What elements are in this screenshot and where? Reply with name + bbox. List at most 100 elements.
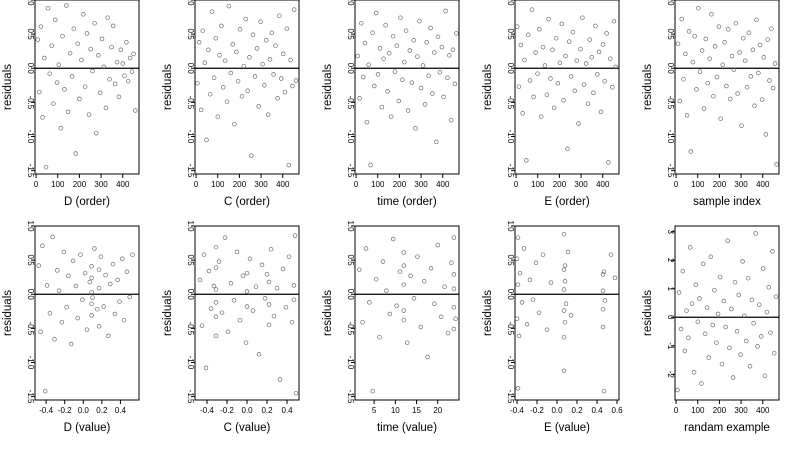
x-tick-label: 15	[412, 406, 421, 415]
x-tick-label: 0	[34, 180, 39, 189]
data-point	[105, 15, 110, 20]
data-point	[445, 330, 451, 336]
x-axis-label: time (value)	[377, 422, 437, 434]
data-point	[402, 59, 407, 65]
data-point	[359, 20, 364, 26]
x-tick-label: 100	[371, 180, 385, 189]
data-point	[738, 352, 743, 357]
data-point	[737, 50, 742, 55]
data-point	[418, 85, 424, 91]
data-point	[702, 331, 708, 337]
data-point	[581, 82, 587, 87]
data-point	[604, 31, 609, 36]
data-point	[131, 51, 136, 57]
data-point	[89, 313, 94, 318]
data-point	[82, 84, 88, 89]
y-tick-label: -1.5	[506, 164, 515, 178]
data-point	[219, 23, 224, 29]
data-point	[360, 74, 366, 80]
data-point	[542, 63, 548, 68]
data-point	[197, 277, 203, 283]
y-tick-label: 0.5	[666, 29, 675, 41]
data-point	[364, 119, 370, 125]
data-point	[401, 250, 407, 255]
data-point	[401, 317, 407, 323]
data-point	[750, 47, 756, 53]
y-tick-label: 0.0	[346, 289, 355, 301]
data-point	[551, 105, 557, 111]
data-point	[127, 294, 132, 300]
data-point	[75, 41, 80, 46]
data-point	[753, 231, 758, 236]
data-point	[751, 321, 756, 326]
x-tick-label: 0.2	[261, 406, 273, 415]
data-point	[717, 274, 723, 280]
data-point	[103, 105, 109, 111]
data-point	[540, 252, 546, 257]
data-point	[94, 130, 99, 136]
data-point	[247, 55, 252, 60]
data-point	[89, 301, 94, 307]
y-tick-label: 0.0	[26, 289, 35, 301]
data-point	[373, 10, 379, 16]
x-tick-label: 300	[734, 406, 748, 415]
data-point	[424, 40, 429, 45]
data-point	[61, 249, 67, 255]
x-tick-label: -0.2	[220, 406, 234, 415]
data-point	[401, 263, 407, 268]
data-point	[224, 99, 230, 104]
data-point	[50, 234, 55, 240]
data-point	[678, 326, 684, 332]
data-point	[78, 252, 83, 257]
y-tick-label: 1.0	[186, 220, 195, 232]
data-point	[675, 387, 680, 393]
data-point	[733, 20, 739, 26]
y-tick-label: 0	[666, 315, 675, 320]
data-point	[437, 70, 443, 75]
data-point	[274, 285, 280, 291]
data-point	[710, 322, 715, 328]
data-point	[75, 315, 80, 321]
data-point	[687, 245, 693, 250]
data-point	[268, 246, 274, 252]
x-tick-label: 400	[276, 180, 290, 189]
data-point	[758, 334, 764, 339]
data-point	[216, 259, 222, 264]
y-tick-label: 0.5	[346, 29, 355, 41]
data-point	[694, 87, 699, 92]
data-point	[570, 29, 576, 35]
data-point	[51, 101, 56, 106]
data-point	[524, 322, 530, 327]
data-point	[730, 375, 736, 380]
x-tick-label: 0.2	[571, 406, 583, 415]
data-point	[715, 311, 721, 317]
data-point	[240, 273, 246, 279]
data-point	[120, 61, 126, 66]
data-point	[94, 306, 100, 312]
data-point	[239, 93, 245, 99]
y-tick-label: 1.0	[666, 0, 675, 6]
data-point	[770, 249, 775, 254]
data-point	[277, 377, 283, 382]
data-point	[65, 109, 71, 115]
y-tick-label: 0.0	[666, 63, 675, 75]
data-point	[52, 17, 58, 23]
data-point	[452, 81, 458, 87]
data-point	[740, 259, 745, 264]
data-point	[703, 36, 709, 42]
data-point	[120, 256, 125, 262]
data-point	[714, 340, 719, 345]
x-tick-label: 100	[531, 180, 545, 189]
data-point	[760, 266, 766, 271]
data-point	[115, 277, 120, 283]
data-point	[117, 299, 122, 304]
data-point	[209, 9, 215, 14]
x-tick-label: 20	[433, 406, 442, 415]
data-point	[448, 117, 454, 123]
data-point	[206, 268, 212, 274]
data-point	[699, 48, 705, 53]
data-point	[114, 59, 120, 65]
x-tick-label: 300	[94, 180, 108, 189]
data-point	[243, 16, 248, 22]
